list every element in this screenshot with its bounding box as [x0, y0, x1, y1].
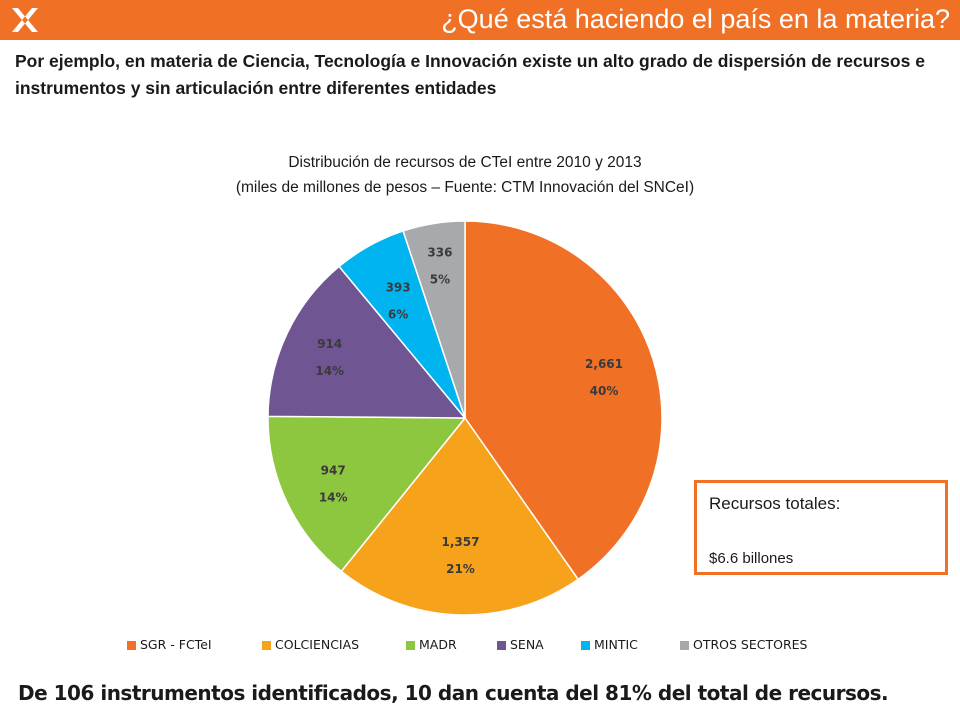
legend-swatch [680, 641, 689, 650]
slice-percent-label: 5% [430, 272, 450, 286]
total-label: Recursos totales: [709, 494, 841, 513]
legend-swatch [581, 641, 590, 650]
legend-label: SENA [510, 637, 544, 652]
slice-value-label: 1,357 [441, 535, 479, 549]
slice-percent-label: 21% [446, 562, 475, 576]
page-title: ¿Qué está haciendo el país en la materia… [441, 4, 950, 34]
header-bar: ¿Qué está haciendo el país en la materia… [0, 0, 960, 40]
slice-percent-label: 14% [315, 364, 344, 378]
legend-swatch [497, 641, 506, 650]
legend-label: MADR [419, 637, 457, 652]
pie-slice-sena [267, 265, 467, 419]
slice-value-label: 947 [321, 463, 346, 477]
chart-subtitle: (miles de millones de pesos – Fuente: CT… [235, 179, 695, 196]
pie-slice-colciencias [340, 416, 580, 616]
footer-note: De 106 instrumentos identificados, 10 da… [18, 681, 889, 705]
legend-label: COLCIENCIAS [275, 637, 360, 652]
legend-swatch [262, 641, 271, 650]
x-star-logo-icon [12, 8, 38, 32]
total-resources-box: Recursos totales: $6.6 billones [694, 480, 948, 575]
legend-swatch [406, 641, 415, 650]
intro-text: Por ejemplo, en materia de Ciencia, Tecn… [15, 51, 925, 98]
total-value: $6.6 billones [709, 550, 794, 567]
chart-title: Distribución de recursos de CTeI entre 2… [288, 154, 642, 171]
slice-percent-label: 6% [388, 307, 408, 321]
chart-title-block: Distribución de recursos de CTeI entre 2… [150, 150, 780, 200]
legend-swatch [127, 641, 136, 650]
slice-percent-label: 40% [590, 384, 619, 398]
slice-value-label: 914 [317, 337, 342, 351]
pie-slice-madr [267, 415, 467, 573]
legend-label: MINTIC [594, 637, 638, 652]
chart-legend: SGR - FCTeI COLCIENCIAS MADR SENA MINTIC OTRO… [0, 637, 960, 657]
slice-value-label: 336 [427, 245, 452, 259]
pie-slice-otros-sectores [402, 220, 466, 419]
slice-percent-label: 14% [319, 490, 348, 504]
slice-value-label: 2,661 [585, 357, 623, 371]
legend-label: OTROS SECTORES [693, 637, 808, 652]
legend-label: SGR - FCTeI [140, 637, 212, 652]
pie-slice-sgr-fctei [464, 220, 663, 581]
slice-value-label: 393 [386, 280, 411, 294]
